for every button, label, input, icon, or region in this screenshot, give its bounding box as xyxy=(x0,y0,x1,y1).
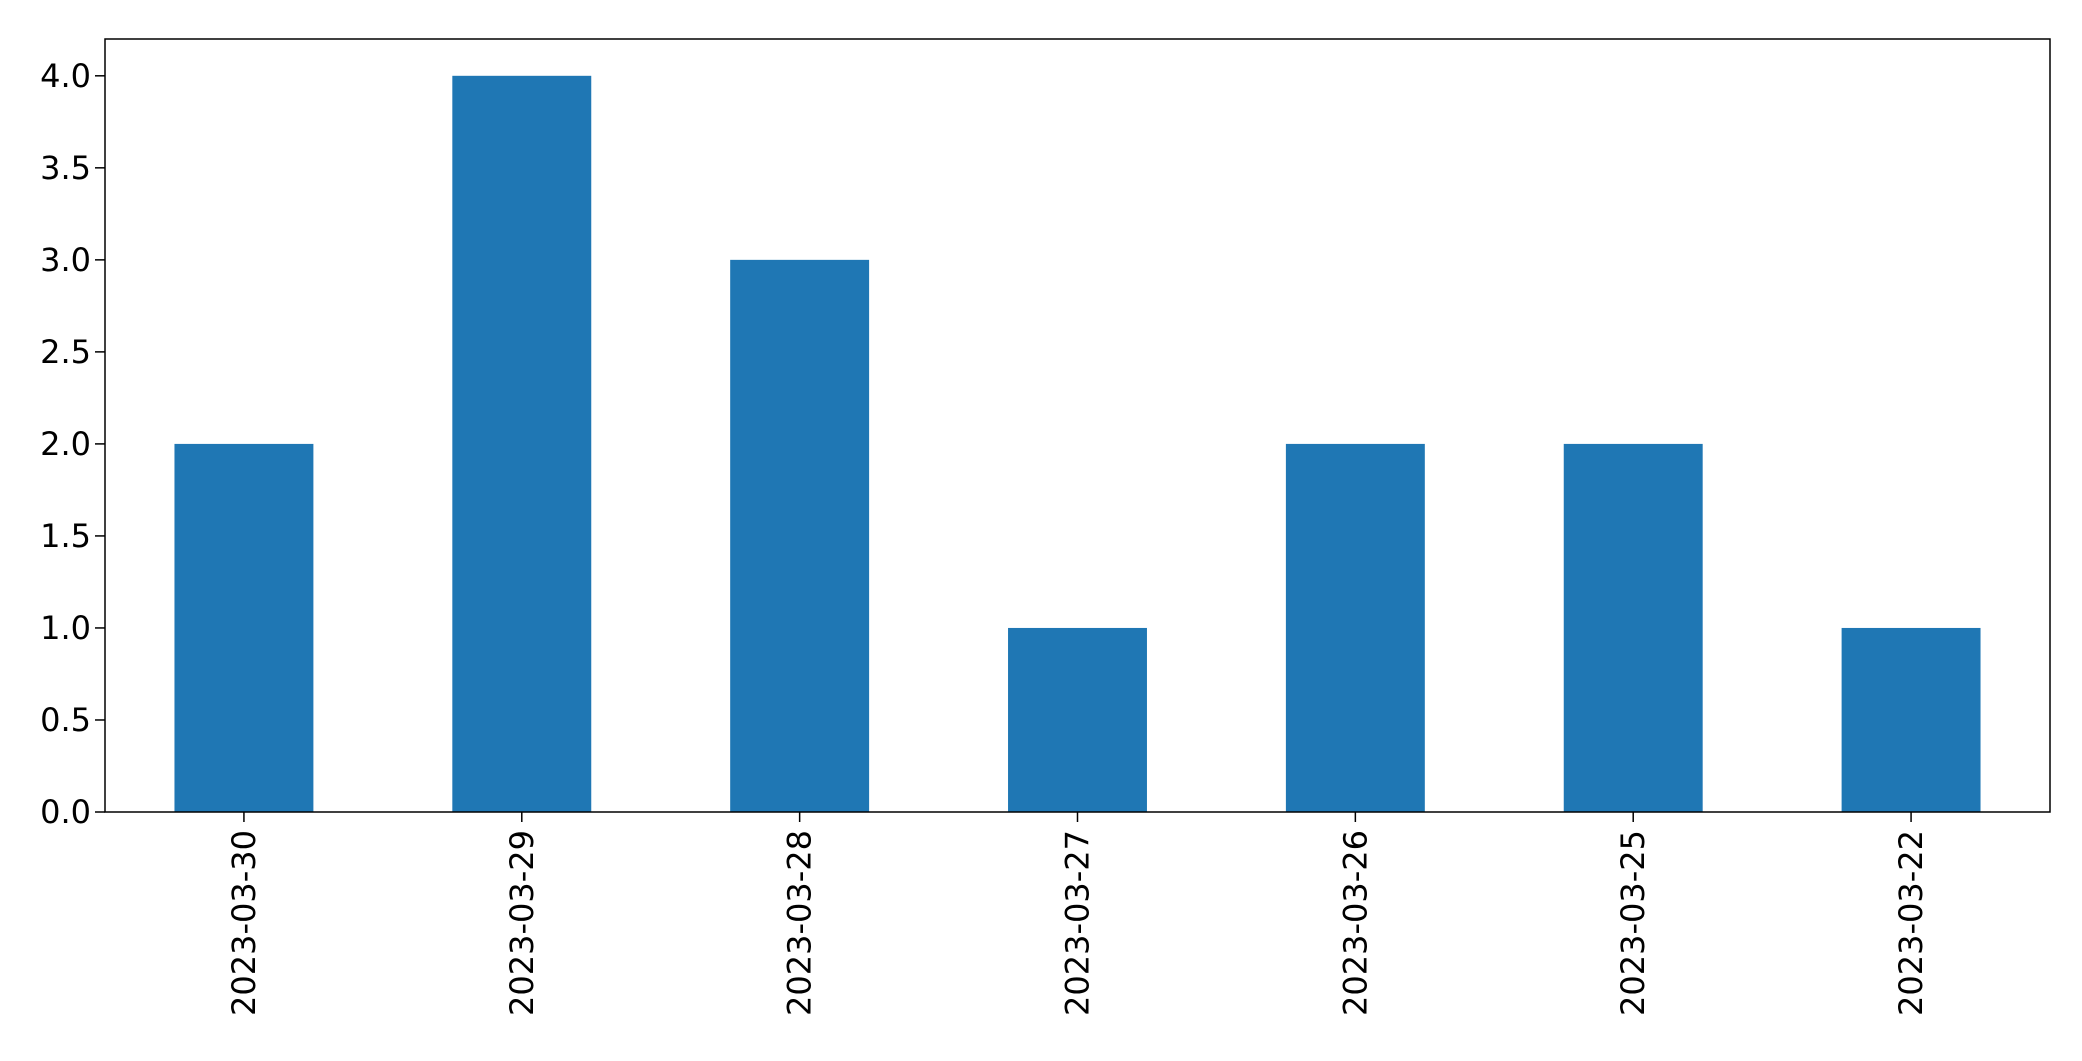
y-tick-label: 3.0 xyxy=(40,241,91,279)
y-tick-label: 1.0 xyxy=(40,609,91,647)
y-tick-label: 0.0 xyxy=(40,793,91,831)
bar-2023-03-27 xyxy=(1008,627,1147,812)
x-axis: 2023-03-30 2023-03-29 2023-03-28 2023-03-27… xyxy=(225,812,1930,1016)
bar-2023-03-30 xyxy=(174,443,314,812)
bars-group xyxy=(174,75,1981,813)
y-tick-label: 1.5 xyxy=(40,517,91,555)
y-axis: 0.0 0.5 1.0 1.5 2.0 2.5 3.0 3.5 4.0 xyxy=(40,57,105,831)
y-tick-label: 3.5 xyxy=(40,149,91,187)
x-tick-label: 2023-03-22 xyxy=(1892,830,1930,1016)
x-tick-label: 2023-03-30 xyxy=(225,830,263,1016)
x-tick-label: 2023-03-28 xyxy=(781,830,819,1016)
y-tick-label: 0.5 xyxy=(40,701,91,739)
bar-2023-03-25 xyxy=(1563,443,1703,812)
x-tick-label: 2023-03-27 xyxy=(1059,830,1097,1016)
y-tick-label: 2.0 xyxy=(40,425,91,463)
y-tick-label: 2.5 xyxy=(40,333,91,371)
x-tick-label: 2023-03-29 xyxy=(503,830,541,1016)
bar-2023-03-22 xyxy=(1841,627,1981,812)
y-tick-label: 4.0 xyxy=(40,57,91,95)
x-tick-label: 2023-03-25 xyxy=(1614,830,1652,1016)
plot-area-frame xyxy=(104,38,2051,813)
x-tick-label: 2023-03-26 xyxy=(1336,830,1374,1016)
bar-2023-03-29 xyxy=(452,75,592,813)
bar-2023-03-28 xyxy=(730,259,870,812)
bar-2023-03-26 xyxy=(1285,443,1425,812)
